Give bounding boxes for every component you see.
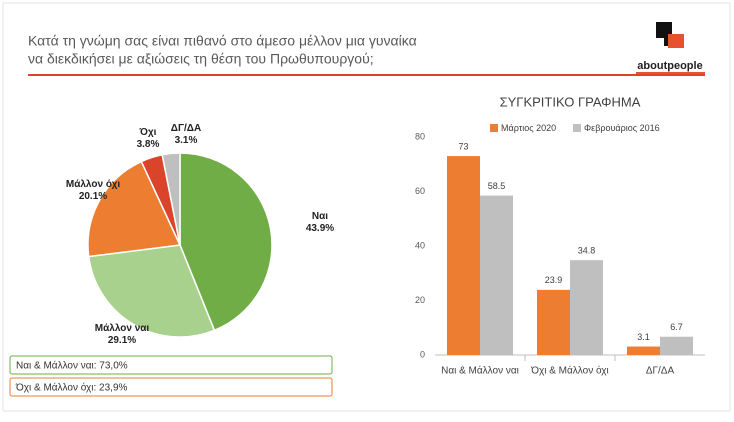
logo-icon <box>664 38 668 46</box>
bar <box>570 260 603 355</box>
pie-slice <box>87 160 182 258</box>
y-tick-label: 80 <box>415 131 425 141</box>
pie-label: Όχι 3.8% <box>137 127 160 150</box>
legend-label: Φεβρουάριος 2016 <box>584 123 660 133</box>
value-label: 20.1% <box>79 191 107 202</box>
bar <box>537 289 570 355</box>
logo-text: aboutpeople <box>637 60 702 72</box>
logo-icon <box>668 34 684 48</box>
value-label: 3.8% <box>137 139 160 150</box>
logo: aboutpeople <box>636 22 705 74</box>
header-title: να διεκδικήσει με αξιώσεις τη θέση του Π… <box>28 51 374 67</box>
x-tick-label: ΔΓ/ΔΑ <box>646 366 675 377</box>
data-label: 3.1 <box>637 332 650 342</box>
category-label: Όχι <box>139 127 157 138</box>
category-label: ΔΓ/ΔΑ <box>171 123 201 134</box>
summary-text: Όχι & Μάλλον όχι: 23,9% <box>15 382 128 394</box>
value-label: 43.9% <box>306 223 334 234</box>
pie-slice <box>161 152 181 246</box>
pie-slice <box>179 152 273 332</box>
bar <box>447 156 480 355</box>
y-tick-label: 60 <box>415 186 425 196</box>
data-label: 34.8 <box>578 246 596 256</box>
bar <box>627 346 660 355</box>
category-label: Μάλλον όχι <box>66 179 120 190</box>
category-label: Ναι <box>312 211 328 222</box>
pie-label: ΔΓ/ΔΑ 3.1% <box>171 123 201 146</box>
x-tick-label: Ναι & Μάλλον ναι <box>441 365 519 377</box>
pie-label: Ναι 43.9% <box>306 211 334 234</box>
pie-label: Μάλλον ναι 29.1% <box>95 323 150 346</box>
data-label: 73 <box>458 141 468 151</box>
bar <box>480 195 513 355</box>
value-label: 3.1% <box>175 135 198 146</box>
data-label: 58.5 <box>488 181 506 191</box>
value-label: 29.1% <box>108 335 136 346</box>
legend-swatch <box>490 124 498 132</box>
pie-slice <box>87 244 216 338</box>
category-label: Μάλλον ναι <box>95 323 150 334</box>
data-label: 23.9 <box>545 275 563 285</box>
chart-title: ΣΥΓΚΡΙΤΙΚΟ ΓΡΑΦΗΜΑ <box>500 94 641 109</box>
pie-label: Μάλλον όχι 20.1% <box>66 179 120 202</box>
legend-swatch <box>573 124 581 132</box>
data-label: 6.7 <box>670 322 683 332</box>
y-tick-label: 40 <box>415 240 425 250</box>
summary-box <box>9 355 333 375</box>
bar <box>660 336 693 355</box>
summary-text: Ναι & Μάλλον ναι: 73,0% <box>16 360 128 372</box>
x-tick-label: Όχι & Μάλλον όχι <box>530 365 609 377</box>
y-tick-label: 20 <box>415 295 425 305</box>
header-title: Κατά τη γνώμη σας είναι πιθανό στο άμεσο… <box>28 33 417 49</box>
summary-box <box>9 377 333 397</box>
legend-label: Μάρτιος 2020 <box>501 123 556 133</box>
y-tick-label: 0 <box>420 349 425 359</box>
